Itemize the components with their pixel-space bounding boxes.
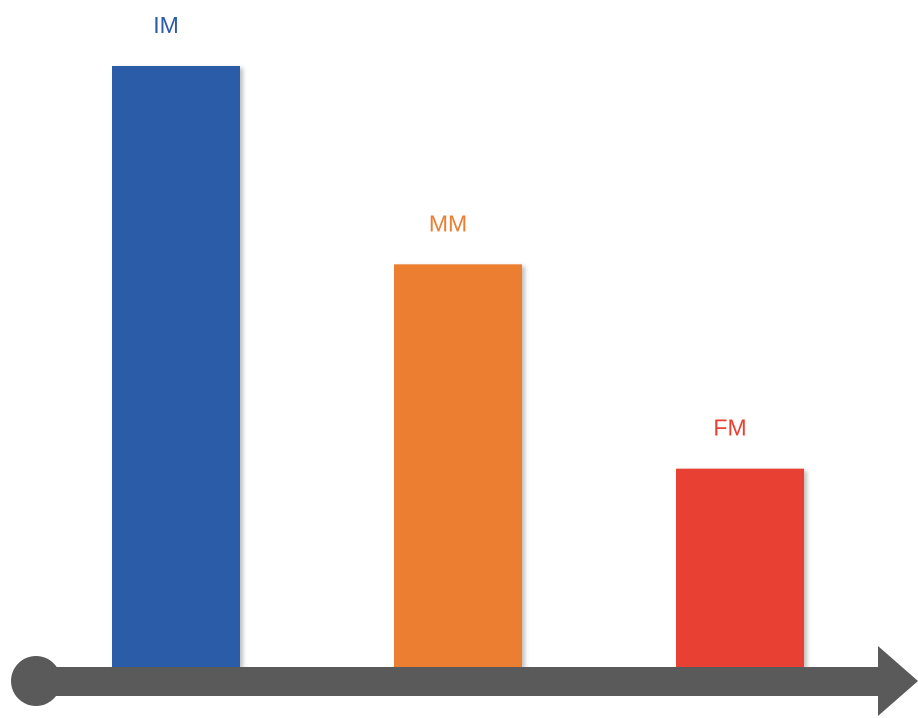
bar-im bbox=[112, 66, 240, 667]
x-axis-arrow-icon bbox=[878, 646, 918, 716]
bar-mm bbox=[394, 264, 522, 667]
x-axis bbox=[11, 646, 918, 716]
x-axis-start-circle bbox=[11, 656, 61, 706]
bar-label-fm: FM bbox=[713, 415, 746, 441]
bar-label-mm: MM bbox=[429, 210, 467, 236]
bar-labels-group: IM MM FM bbox=[153, 12, 746, 441]
bar-label-im: IM bbox=[153, 12, 179, 38]
bars-group bbox=[112, 66, 804, 667]
bar-fm bbox=[676, 468, 804, 667]
x-axis-line bbox=[36, 667, 886, 696]
